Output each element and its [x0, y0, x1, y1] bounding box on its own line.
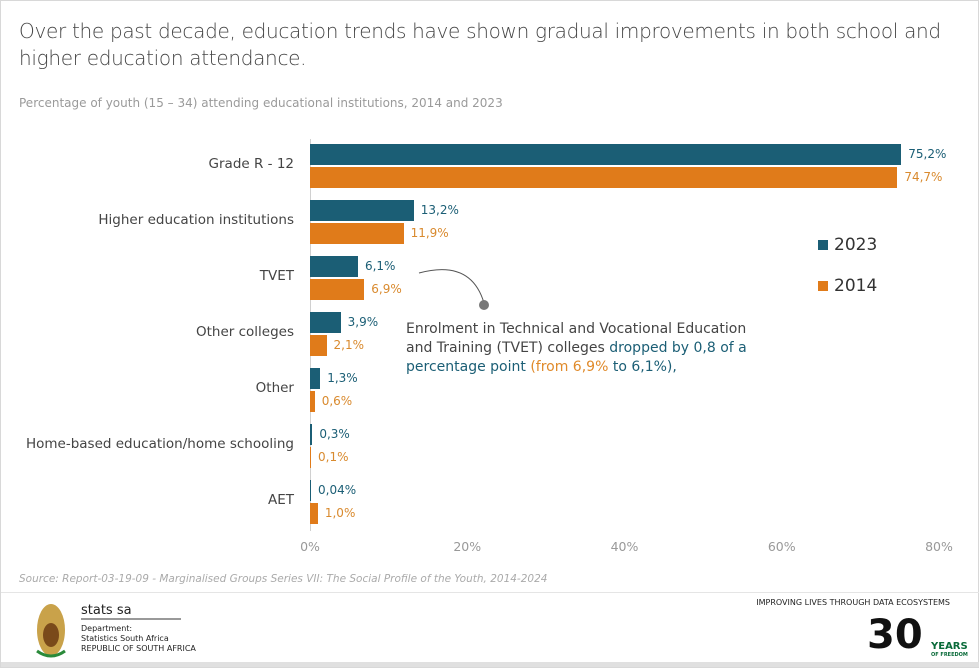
- category-label: Other: [255, 380, 294, 396]
- bar-2023: [310, 480, 311, 501]
- dept-label: Department:: [81, 624, 133, 633]
- legend-2014: 2014: [818, 276, 877, 296]
- legend-label: 2014: [834, 276, 878, 296]
- tagline: IMPROVING LIVES THROUGH DATA ECOSYSTEMS: [756, 598, 950, 607]
- annotation-connector: [418, 269, 489, 310]
- dept-name: Statistics South Africa: [81, 634, 169, 643]
- bar-2014: [310, 335, 327, 356]
- category-label: Higher education institutions: [98, 212, 294, 228]
- legend-label: 2023: [834, 235, 878, 255]
- data-label: 0,04%: [318, 483, 357, 497]
- category-label: AET: [267, 492, 294, 508]
- stats-sa-logo: stats sa Department: Statistics South Af…: [31, 601, 196, 659]
- data-label: 6,1%: [364, 259, 396, 273]
- category-label: Home-based education/home schooling: [25, 436, 294, 452]
- legend-swatch-2023: [818, 240, 828, 250]
- legend-2023: 2023: [818, 235, 877, 255]
- bar-2023: [310, 424, 313, 445]
- annotation-dot: [479, 300, 489, 310]
- bar-2023: [310, 256, 358, 277]
- data-label: 1,3%: [327, 371, 358, 385]
- freedom-label: OF FREEDOM: [931, 652, 968, 658]
- data-label: 0,3%: [319, 427, 350, 441]
- data-label: 6,9%: [371, 282, 402, 296]
- data-label: 0,1%: [318, 450, 349, 464]
- divider: [1, 592, 979, 593]
- data-label: 1,0%: [324, 506, 356, 520]
- bar-2014: [310, 391, 315, 412]
- annotation-part: Enrolment in Technical and Vocational Ed…: [406, 321, 747, 356]
- bar-2014: [310, 223, 404, 244]
- x-tick-label: 0%: [300, 539, 320, 554]
- data-label: 2,1%: [333, 338, 365, 352]
- data-label: 75,2%: [908, 147, 947, 161]
- category-label: Grade R - 12: [208, 156, 294, 172]
- bar-2023: [310, 312, 341, 333]
- x-tick-label: 40%: [610, 539, 639, 554]
- legend-swatch-2014: [818, 281, 828, 291]
- category-label: TVET: [259, 268, 294, 284]
- data-label: 13,2%: [420, 203, 459, 217]
- bar-2023: [310, 368, 321, 389]
- bar-chart: Grade R - 12 75,2% 74,7% Higher education i…: [1, 1, 979, 571]
- source-note: Source: Report-03-19-09 - Marginalised G…: [19, 573, 548, 585]
- annotation-part: dropped by 0,8 of a percentage point: [406, 340, 747, 375]
- years-of-freedom: YEARS OF FREEDOM: [931, 641, 968, 659]
- data-label: 11,9%: [410, 226, 449, 240]
- data-label: 0,6%: [321, 394, 353, 408]
- bar-2023: [310, 200, 414, 221]
- bar-2014: [310, 167, 898, 188]
- bar-2014: [310, 279, 365, 300]
- thirty-years-logo: 30: [867, 612, 923, 658]
- coat-of-arms-icon: [36, 604, 66, 658]
- bar-2023: [310, 144, 902, 165]
- x-tick-label: 80%: [925, 539, 953, 554]
- republic-label: REPUBLIC OF SOUTH AFRICA: [81, 644, 196, 653]
- annotation-part: to 6,1%),: [608, 359, 677, 375]
- brand-name: stats sa: [81, 604, 181, 620]
- category-label: Other colleges: [195, 324, 294, 340]
- x-tick-label: 60%: [767, 539, 796, 554]
- bar-2014: [310, 503, 318, 524]
- bottom-bar: [1, 662, 979, 667]
- page-title: Over the past decade, education trends h…: [19, 19, 941, 70]
- chart-subtitle: Percentage of youth (15 – 34) attending …: [19, 96, 503, 110]
- years-label: YEARS: [931, 641, 968, 652]
- x-tick-label: 20%: [453, 539, 482, 554]
- data-label: 3,9%: [347, 315, 379, 329]
- data-label: 74,7%: [904, 170, 943, 184]
- annotation-part: (from 6,9%: [530, 359, 609, 375]
- annotation-text: Enrolment in Technical and Vocational Ed…: [406, 320, 766, 377]
- bar-2014: [310, 447, 311, 468]
